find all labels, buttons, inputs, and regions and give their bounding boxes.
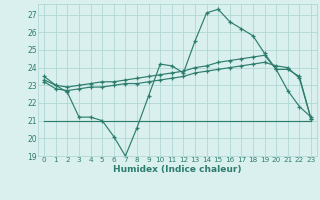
X-axis label: Humidex (Indice chaleur): Humidex (Indice chaleur) bbox=[113, 165, 242, 174]
